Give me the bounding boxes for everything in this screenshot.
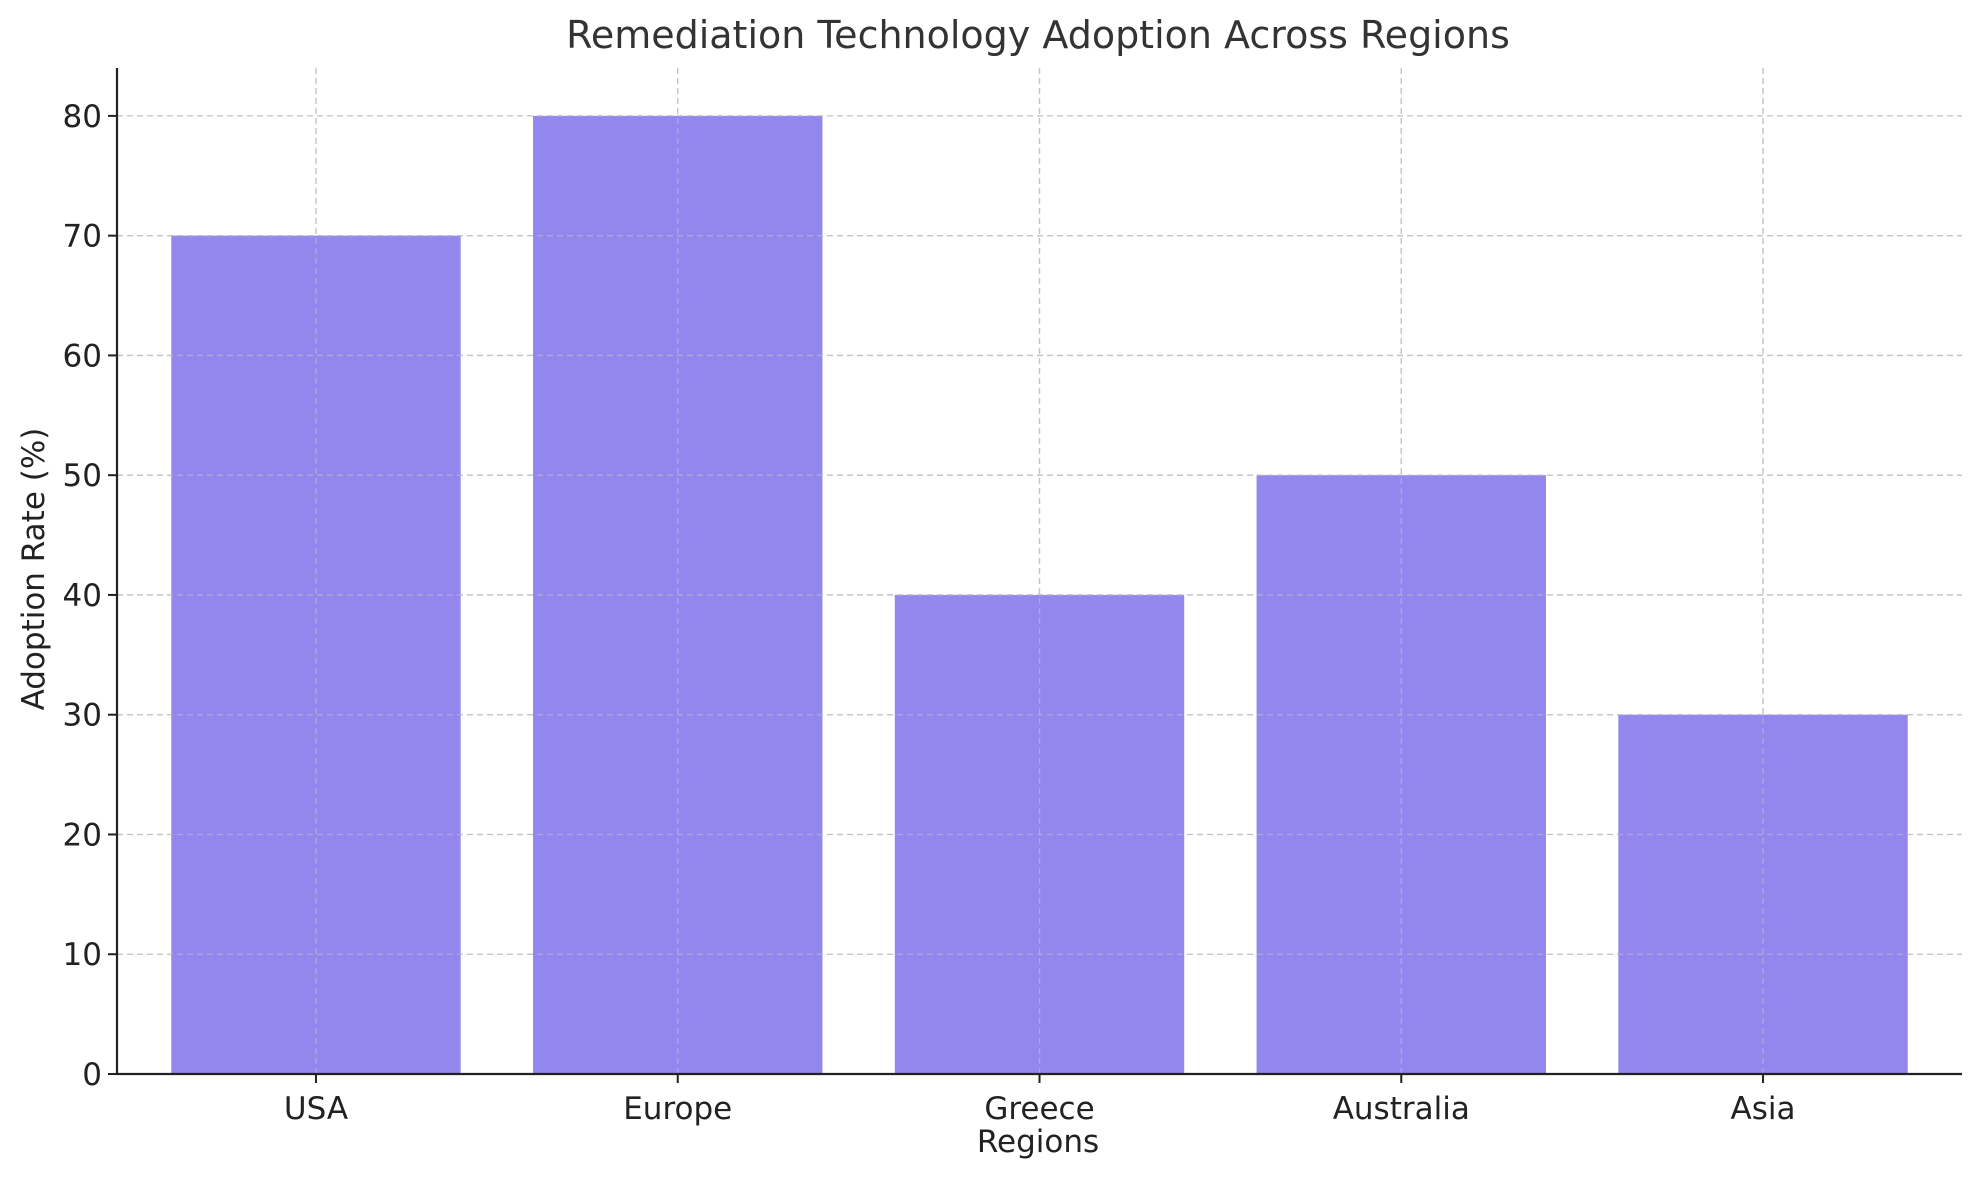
x-tick-label: Greece bbox=[984, 1091, 1094, 1127]
grid-lines-overlay bbox=[117, 68, 1962, 1075]
bar-australia bbox=[1256, 475, 1546, 1074]
y-tick-label: 20 bbox=[63, 817, 102, 853]
y-tick-label: 80 bbox=[63, 99, 102, 135]
bars bbox=[171, 115, 1908, 1074]
y-tick-label: 30 bbox=[63, 698, 102, 734]
bar-asia bbox=[1618, 714, 1908, 1074]
y-tick-label: 60 bbox=[63, 338, 102, 374]
y-tick-label: 40 bbox=[63, 578, 102, 614]
y-tick-label: 50 bbox=[63, 458, 102, 494]
y-tick-label: 70 bbox=[63, 219, 102, 255]
y-axis-ticks: 0 10 20 30 40 50 60 70 80 bbox=[63, 99, 117, 1093]
y-tick-label: 10 bbox=[63, 937, 102, 973]
y-tick-label: 0 bbox=[82, 1057, 102, 1093]
x-axis-label: Regions bbox=[977, 1124, 1099, 1160]
chart-title: Remediation Technology Adoption Across R… bbox=[566, 13, 1510, 57]
x-tick-label: USA bbox=[284, 1091, 348, 1127]
y-axis-label: Adoption Rate (%) bbox=[16, 428, 52, 711]
x-tick-label: Australia bbox=[1333, 1091, 1470, 1127]
x-tick-label: Europe bbox=[623, 1091, 732, 1127]
bar-usa bbox=[171, 235, 461, 1074]
x-tick-label: Asia bbox=[1731, 1091, 1796, 1127]
x-axis-ticks: USA Europe Greece Australia Asia bbox=[284, 1074, 1796, 1127]
